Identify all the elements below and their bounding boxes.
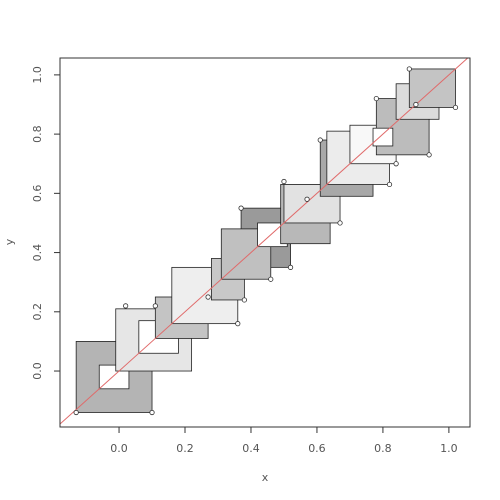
y-axis-label: y bbox=[3, 238, 16, 245]
point bbox=[452, 104, 459, 111]
y-tick-label: 0.6 bbox=[31, 185, 44, 203]
point bbox=[406, 66, 412, 72]
point bbox=[413, 101, 419, 108]
point bbox=[337, 220, 343, 226]
point bbox=[287, 264, 294, 270]
point bbox=[386, 181, 393, 188]
point bbox=[426, 152, 432, 158]
point bbox=[152, 303, 158, 309]
point bbox=[268, 276, 274, 282]
y-tick-label: 1.0 bbox=[31, 66, 44, 84]
x-tick-label: 1.0 bbox=[440, 442, 458, 455]
point bbox=[149, 409, 155, 416]
y-tick-label: 0.0 bbox=[31, 362, 44, 380]
square bbox=[372, 127, 394, 147]
plot-frame bbox=[59, 57, 471, 428]
point bbox=[238, 205, 244, 211]
x-axis-label: x bbox=[262, 471, 269, 484]
point bbox=[281, 178, 287, 185]
point bbox=[73, 409, 79, 416]
point bbox=[205, 294, 211, 300]
x-tick-label: 0.0 bbox=[110, 442, 128, 455]
y-tick-label: 0.8 bbox=[31, 125, 44, 143]
x-tick-label: 0.2 bbox=[176, 442, 194, 455]
identity-line bbox=[60, 58, 469, 425]
point bbox=[235, 321, 241, 327]
y-tick-label: 0.4 bbox=[31, 244, 44, 262]
x-tick-label: 0.6 bbox=[308, 442, 326, 455]
plot-area bbox=[60, 58, 469, 425]
x-tick-label: 0.8 bbox=[374, 442, 392, 455]
point bbox=[393, 161, 399, 167]
point bbox=[241, 297, 247, 303]
point bbox=[373, 95, 379, 102]
point bbox=[317, 137, 323, 143]
point bbox=[304, 196, 310, 202]
point bbox=[123, 303, 129, 309]
y-tick-label: 0.2 bbox=[31, 303, 44, 321]
x-tick-label: 0.4 bbox=[242, 442, 260, 455]
